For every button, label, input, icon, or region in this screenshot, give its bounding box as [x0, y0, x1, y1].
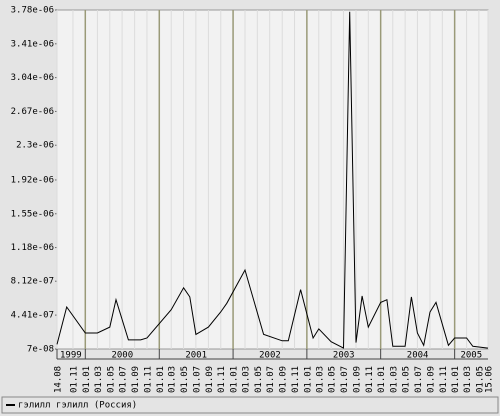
x-tick-label: 01.05: [180, 366, 190, 393]
series-line: [56, 11, 489, 349]
y-tick-label: 3.41e-06: [11, 39, 54, 49]
y-tick-label: 4.41e-07: [11, 311, 54, 321]
y-tick-label: 3.78e-06: [11, 6, 54, 16]
x-tick-label: 01.07: [340, 366, 350, 393]
x-tick-label: 01.05: [106, 366, 116, 393]
x-tick-label: 01.09: [205, 366, 215, 393]
x-tick-label: 01.09: [426, 366, 436, 393]
x-tick-label: 01.05: [402, 366, 412, 393]
x-tick-label: 01.05: [328, 366, 338, 393]
year-label: 1999: [60, 351, 82, 361]
y-tick-label: 8.12e-07: [11, 277, 54, 287]
x-tick-label: 01.05: [254, 366, 264, 393]
y-tick-label: 1.55e-06: [11, 209, 54, 219]
x-tick-label: 01.03: [94, 366, 104, 393]
x-tick-label: 01.09: [131, 366, 141, 393]
x-tick-label: 01.01: [230, 366, 240, 393]
x-tick-label: 01.07: [119, 366, 129, 393]
x-tick-label: 01.03: [389, 366, 399, 393]
year-label: 2005: [460, 351, 482, 361]
x-tick-label: 01.03: [463, 366, 473, 393]
legend-box: [1, 396, 499, 414]
x-tick-label: 01.07: [192, 366, 202, 393]
x-tick-label: 14.08: [54, 366, 64, 393]
y-tick-label: 2.67e-06: [11, 107, 54, 117]
x-tick-label: 01.09: [279, 366, 289, 393]
x-tick-label: 01.01: [82, 366, 92, 393]
y-tick-label: 2.3e-06: [16, 141, 54, 151]
x-tick-label: 01.11: [143, 366, 153, 393]
x-tick-label: 01.11: [217, 366, 227, 393]
year-label: 2001: [185, 351, 207, 361]
x-tick-label: 01.11: [439, 366, 449, 393]
x-tick-label: 01.01: [377, 366, 387, 393]
x-tick-label: 01.03: [242, 366, 252, 393]
x-tick-label: 01.03: [168, 366, 178, 393]
x-tick-label: 01.07: [414, 366, 424, 393]
x-tick-label: 01.11: [69, 366, 79, 393]
x-tick-label: 15.06: [485, 366, 495, 393]
x-tick-label: 01.09: [352, 366, 362, 393]
year-label: 2002: [259, 351, 281, 361]
x-tick-label: 01.03: [315, 366, 325, 393]
x-tick-label: 01.01: [303, 366, 313, 393]
year-label: 2000: [111, 351, 133, 361]
x-tick-label: 01.05: [475, 366, 485, 393]
y-tick-label: 7e-08: [27, 345, 54, 355]
y-tick-label: 1.18e-06: [11, 243, 54, 253]
y-tick-label: 3.04e-06: [11, 73, 54, 83]
x-tick-label: 01.11: [365, 366, 375, 393]
x-tick-label: 01.01: [156, 366, 166, 393]
x-tick-label: 01.11: [291, 366, 301, 393]
plot-area: [56, 9, 489, 350]
year-label: 2004: [407, 351, 429, 361]
year-label: 2003: [333, 351, 355, 361]
x-tick-label: 01.07: [266, 366, 276, 393]
legend-label: гэлилл гэлилл (Россия): [18, 401, 137, 411]
y-tick-label: 1.92e-06: [11, 175, 54, 185]
x-tick-label: 01.01: [451, 366, 461, 393]
